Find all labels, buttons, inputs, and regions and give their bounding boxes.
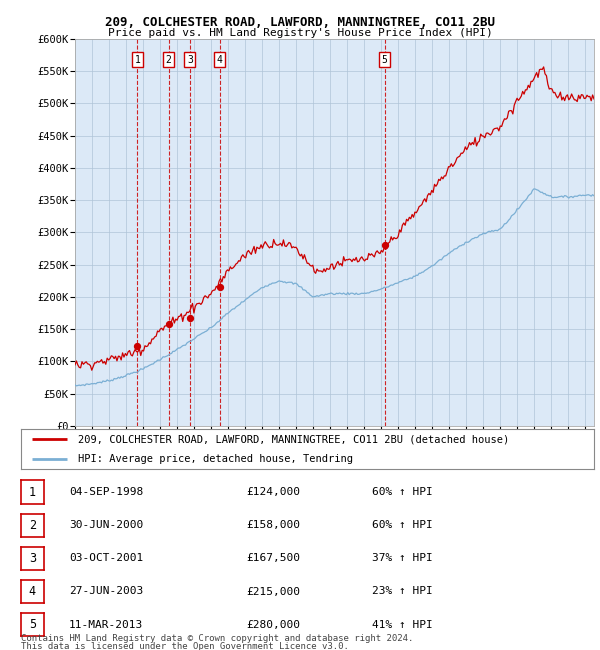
Text: £124,000: £124,000 [246, 487, 300, 497]
Point [133, 341, 142, 351]
Text: 5: 5 [382, 55, 388, 64]
Text: 209, COLCHESTER ROAD, LAWFORD, MANNINGTREE, CO11 2BU (detached house): 209, COLCHESTER ROAD, LAWFORD, MANNINGTR… [79, 434, 509, 444]
Text: 2: 2 [29, 519, 36, 532]
Text: £280,000: £280,000 [246, 619, 300, 630]
Text: £167,500: £167,500 [246, 553, 300, 564]
Text: 60% ↑ HPI: 60% ↑ HPI [372, 487, 433, 497]
Text: 5: 5 [29, 618, 36, 631]
Text: 41% ↑ HPI: 41% ↑ HPI [372, 619, 433, 630]
Text: HPI: Average price, detached house, Tendring: HPI: Average price, detached house, Tend… [79, 454, 353, 464]
Text: 209, COLCHESTER ROAD, LAWFORD, MANNINGTREE, CO11 2BU: 209, COLCHESTER ROAD, LAWFORD, MANNINGTR… [105, 16, 495, 29]
Text: 3: 3 [29, 552, 36, 565]
Text: 3: 3 [187, 55, 193, 64]
Text: 4: 4 [29, 585, 36, 598]
Text: 1: 1 [29, 486, 36, 499]
Text: 23% ↑ HPI: 23% ↑ HPI [372, 586, 433, 597]
Text: 11-MAR-2013: 11-MAR-2013 [69, 619, 143, 630]
Text: 03-OCT-2001: 03-OCT-2001 [69, 553, 143, 564]
Point [185, 313, 194, 323]
Text: £158,000: £158,000 [246, 520, 300, 530]
Text: Contains HM Land Registry data © Crown copyright and database right 2024.: Contains HM Land Registry data © Crown c… [21, 634, 413, 643]
Text: 37% ↑ HPI: 37% ↑ HPI [372, 553, 433, 564]
Text: £215,000: £215,000 [246, 586, 300, 597]
Text: 30-JUN-2000: 30-JUN-2000 [69, 520, 143, 530]
Text: 4: 4 [217, 55, 223, 64]
Text: 1: 1 [134, 55, 140, 64]
Text: This data is licensed under the Open Government Licence v3.0.: This data is licensed under the Open Gov… [21, 642, 349, 650]
Point [215, 282, 224, 293]
Point [380, 240, 389, 250]
Text: 60% ↑ HPI: 60% ↑ HPI [372, 520, 433, 530]
Text: 27-JUN-2003: 27-JUN-2003 [69, 586, 143, 597]
Text: 04-SEP-1998: 04-SEP-1998 [69, 487, 143, 497]
Point [164, 318, 173, 329]
Text: Price paid vs. HM Land Registry's House Price Index (HPI): Price paid vs. HM Land Registry's House … [107, 28, 493, 38]
Text: 2: 2 [166, 55, 172, 64]
